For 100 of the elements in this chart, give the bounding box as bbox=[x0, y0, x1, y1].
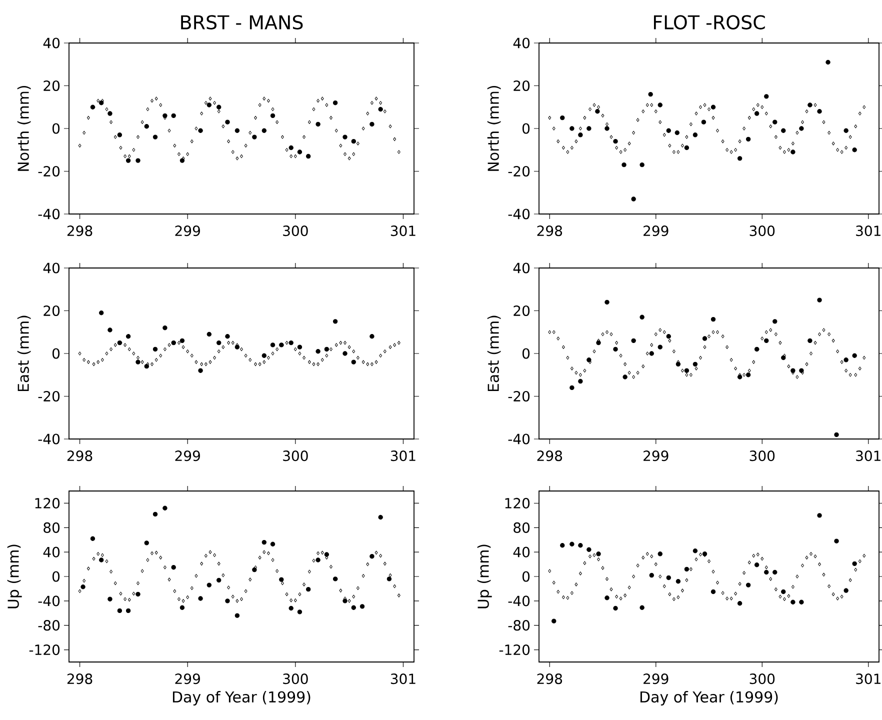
point bbox=[198, 596, 203, 601]
point bbox=[772, 570, 778, 575]
point bbox=[342, 134, 348, 140]
point bbox=[234, 128, 240, 133]
point bbox=[180, 338, 185, 344]
y-tick-label: -40 bbox=[508, 434, 530, 444]
point bbox=[781, 589, 786, 594]
point bbox=[216, 340, 222, 346]
chart-title: BRST - MANS bbox=[181, 15, 303, 30]
point bbox=[216, 578, 222, 583]
x-tick-label: 299 bbox=[175, 450, 200, 462]
point bbox=[198, 368, 203, 373]
point bbox=[162, 506, 168, 510]
point bbox=[817, 513, 822, 518]
point bbox=[613, 346, 618, 352]
point bbox=[764, 570, 769, 575]
point bbox=[288, 145, 294, 150]
point bbox=[152, 134, 158, 140]
point bbox=[578, 378, 583, 384]
point bbox=[596, 340, 601, 346]
point bbox=[684, 145, 690, 150]
point bbox=[152, 346, 158, 352]
point bbox=[710, 104, 716, 110]
y-tick-label: -120 bbox=[29, 644, 60, 656]
point bbox=[117, 132, 122, 138]
y-tick-label: 20 bbox=[44, 80, 60, 92]
point bbox=[799, 126, 804, 131]
point bbox=[108, 596, 112, 602]
point bbox=[162, 326, 168, 330]
point bbox=[306, 586, 311, 592]
point bbox=[288, 606, 294, 611]
point bbox=[270, 542, 276, 546]
y-tick-label: -20 bbox=[38, 166, 60, 177]
point bbox=[316, 349, 320, 354]
x-tick-label: 298 bbox=[67, 450, 92, 462]
point bbox=[613, 138, 618, 144]
point bbox=[180, 605, 185, 610]
point bbox=[737, 156, 742, 161]
point bbox=[378, 514, 383, 520]
point bbox=[560, 115, 565, 120]
point bbox=[171, 113, 176, 118]
point bbox=[666, 128, 671, 133]
x-tick-label: 301 bbox=[856, 674, 880, 684]
point bbox=[262, 128, 266, 133]
point bbox=[640, 605, 644, 610]
point bbox=[578, 132, 583, 138]
point bbox=[370, 122, 374, 127]
point bbox=[297, 344, 302, 350]
x-tick-label: 299 bbox=[644, 674, 668, 684]
y-tick-label: -80 bbox=[508, 620, 530, 631]
x-tick-label: 301 bbox=[390, 226, 416, 236]
point bbox=[826, 60, 830, 65]
y-tick-label: -20 bbox=[508, 390, 530, 402]
x-tick-label: 299 bbox=[644, 226, 668, 236]
y-tick-label: 120 bbox=[505, 498, 530, 509]
y-tick-label: 80 bbox=[44, 522, 60, 533]
point bbox=[262, 353, 266, 358]
point bbox=[754, 111, 760, 116]
point bbox=[80, 584, 86, 590]
x-tick-label: 300 bbox=[283, 674, 308, 684]
x-tick-label: 299 bbox=[175, 226, 200, 236]
point bbox=[640, 162, 644, 168]
point bbox=[666, 575, 671, 580]
point bbox=[596, 552, 601, 556]
point bbox=[764, 94, 769, 99]
y-axis-title: Up (mm) bbox=[7, 544, 22, 608]
point bbox=[552, 618, 556, 624]
point bbox=[604, 126, 610, 131]
point bbox=[817, 109, 822, 114]
point bbox=[692, 132, 698, 138]
point bbox=[351, 360, 356, 364]
y-tick-label: -40 bbox=[38, 434, 60, 444]
point bbox=[370, 554, 374, 559]
point bbox=[648, 92, 653, 97]
y-tick-label: 40 bbox=[513, 262, 530, 274]
x-tick-label: 298 bbox=[537, 226, 562, 236]
point bbox=[225, 334, 230, 339]
point bbox=[578, 543, 583, 548]
x-tick-label: 300 bbox=[750, 674, 775, 684]
point bbox=[351, 605, 356, 610]
y-tick-label: 40 bbox=[513, 38, 530, 48]
y-tick-label: 0 bbox=[52, 571, 60, 582]
point bbox=[180, 158, 185, 163]
point bbox=[144, 364, 149, 369]
point bbox=[136, 360, 140, 364]
point bbox=[560, 543, 565, 548]
point bbox=[604, 596, 610, 600]
y-tick-label: -40 bbox=[508, 596, 530, 606]
point bbox=[206, 332, 212, 337]
point bbox=[764, 338, 769, 344]
y-tick-label: -80 bbox=[38, 620, 60, 631]
point bbox=[692, 548, 698, 554]
x-tick-label: 298 bbox=[537, 674, 562, 684]
x-tick-label: 301 bbox=[390, 674, 416, 684]
point bbox=[702, 336, 708, 341]
y-tick-label: 120 bbox=[35, 498, 60, 509]
x-tick-label: 299 bbox=[175, 674, 200, 684]
point bbox=[198, 128, 203, 133]
point bbox=[586, 358, 592, 362]
x-tick-label: 298 bbox=[67, 674, 92, 684]
